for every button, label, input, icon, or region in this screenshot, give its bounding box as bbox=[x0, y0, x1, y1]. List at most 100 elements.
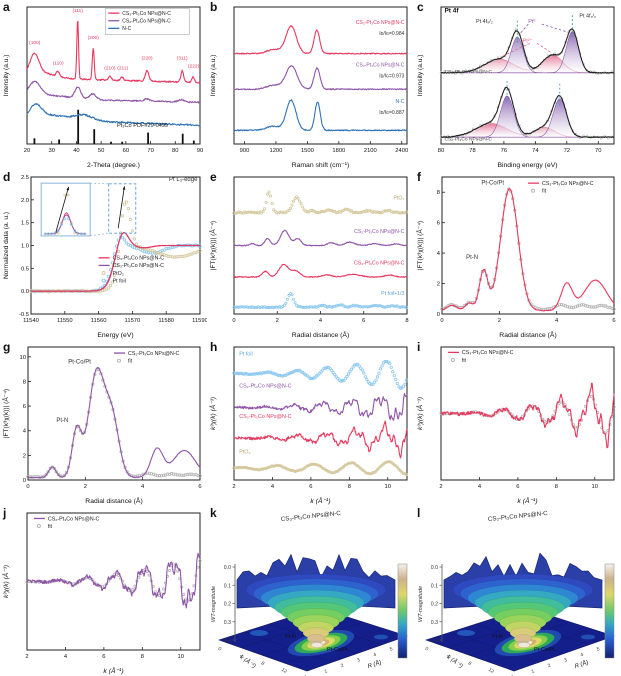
svg-text:11580: 11580 bbox=[158, 318, 174, 324]
svg-text:16: 16 bbox=[509, 674, 517, 676]
svg-text:k (Å⁻¹): k (Å⁻¹) bbox=[310, 496, 330, 505]
svg-text:80: 80 bbox=[438, 148, 444, 154]
svg-text:6: 6 bbox=[198, 484, 201, 490]
svg-text:30: 30 bbox=[48, 148, 54, 154]
panel-i: i 2 4 6 8 10 k (Å⁻¹) k³χ(k) (Å⁻³) CS₃-Pt₃Co NPs@… bbox=[414, 340, 621, 506]
panel-c: c 80 78 76 74 72 70 Binding energy (eV) Intensit… bbox=[414, 0, 621, 170]
svg-text:40: 40 bbox=[73, 148, 79, 154]
svg-text:CS₃-Pt₃Co NPs@N-C: CS₃-Pt₃Co NPs@N-C bbox=[113, 256, 165, 262]
panel-d-letter: d bbox=[3, 170, 11, 184]
svg-text:CS₂-Pt₃Co NPs@N-C: CS₂-Pt₃Co NPs@N-C bbox=[444, 137, 492, 143]
svg-text:4: 4 bbox=[141, 484, 145, 490]
svg-text:k (Å⁻¹): k (Å⁻¹) bbox=[517, 496, 537, 505]
panel-h: h 2 4 6 8 10 k (Å⁻¹) k³χ(k) (Å⁻³) Pt foil CS₂-Pt₃… bbox=[207, 340, 414, 506]
svg-text:Iᴅ/Iɢ=0.887: Iᴅ/Iɢ=0.887 bbox=[379, 110, 404, 116]
panel-e-plot: 0 2 4 6 8 Radial distance (Å) |FT(k³χ(k))| (Å⁻… bbox=[208, 176, 409, 339]
svg-text:5: 5 bbox=[596, 646, 601, 653]
svg-text:0.3: 0.3 bbox=[224, 620, 231, 626]
svg-text:(210): (210) bbox=[104, 65, 116, 71]
svg-text:4: 4 bbox=[580, 652, 585, 659]
svg-text:8: 8 bbox=[348, 484, 351, 490]
panel-i-letter: i bbox=[417, 340, 421, 354]
svg-text:0.4: 0.4 bbox=[224, 638, 231, 644]
svg-text:70: 70 bbox=[595, 148, 601, 154]
svg-text:12: 12 bbox=[280, 667, 288, 675]
svg-text:Pt L₃-edge: Pt L₃-edge bbox=[169, 177, 198, 183]
svg-text:CS₃-Pt₃Co NPs@N-C: CS₃-Pt₃Co NPs@N-C bbox=[239, 414, 291, 420]
svg-text:1: 1 bbox=[324, 668, 329, 675]
svg-text:Radial distance (Å): Radial distance (Å) bbox=[499, 330, 556, 339]
svg-text:CS₂-Pt₃Co NPs@N-C: CS₂-Pt₃Co NPs@N-C bbox=[48, 516, 100, 522]
svg-text:(111): (111) bbox=[72, 8, 83, 14]
panel-d: d 11540 11550 11560 11570 11580 11590 -0.5 0.0 0.… bbox=[0, 170, 207, 340]
svg-text:1.0: 1.0 bbox=[21, 244, 29, 250]
svg-text:2: 2 bbox=[498, 318, 501, 324]
svg-text:Normalized data (a. u.): Normalized data (a. u.) bbox=[3, 212, 10, 279]
svg-text:4: 4 bbox=[373, 652, 378, 659]
svg-text:(222): (222) bbox=[188, 63, 200, 69]
panel-c-letter: c bbox=[417, 0, 424, 14]
svg-text:10: 10 bbox=[385, 484, 391, 490]
svg-text:60: 60 bbox=[123, 148, 129, 154]
svg-text:1500: 1500 bbox=[301, 148, 314, 154]
svg-text:Pt 4f: Pt 4f bbox=[444, 7, 459, 14]
panel-g-letter: g bbox=[3, 340, 11, 354]
svg-text:PtO₂: PtO₂ bbox=[393, 196, 404, 202]
panel-f-plot: 0 2 4 6 0 2 4 6 8 Radial distance (Å) |FT(k³χ(k))|… bbox=[415, 176, 616, 339]
svg-text:fit: fit bbox=[462, 358, 467, 364]
svg-text:(110): (110) bbox=[53, 61, 64, 67]
svg-text:CS₂-Pt₃Co NPs@N-C: CS₂-Pt₃Co NPs@N-C bbox=[488, 510, 549, 523]
panel-f: f 0 2 4 6 0 2 4 6 8 Radial distance (Å) |FT(k³χ(k))… bbox=[414, 170, 621, 340]
svg-text:2: 2 bbox=[276, 318, 279, 324]
svg-text:2: 2 bbox=[23, 453, 26, 459]
svg-text:1800: 1800 bbox=[332, 148, 345, 154]
svg-text:4: 4 bbox=[271, 484, 275, 490]
svg-text:PtO₂: PtO₂ bbox=[113, 271, 124, 277]
panel-b-plot: 900 1200 1500 1800 2100 2400 Raman shift (cm⁻¹… bbox=[210, 6, 408, 169]
svg-text:Raman shift (cm⁻¹): Raman shift (cm⁻¹) bbox=[292, 162, 350, 169]
svg-text:10: 10 bbox=[592, 484, 598, 490]
svg-text:3: 3 bbox=[356, 657, 361, 664]
svg-text:20: 20 bbox=[24, 148, 30, 154]
svg-text:2100: 2100 bbox=[364, 148, 377, 154]
svg-text:8: 8 bbox=[555, 484, 558, 490]
svg-text:0: 0 bbox=[232, 318, 235, 324]
svg-text:CS₂-Pt₃Co NPs@N-C: CS₂-Pt₃Co NPs@N-C bbox=[239, 384, 291, 390]
svg-text:CS₃-Pt₃Co NPs@N-C: CS₃-Pt₃Co NPs@N-C bbox=[354, 261, 405, 267]
panel-f-letter: f bbox=[417, 170, 421, 184]
panel-e-letter: e bbox=[210, 170, 217, 184]
panel-l-plot: 0.00.10.20.30.4WT-magnitude0481216k (Å⁻¹… bbox=[418, 510, 615, 676]
panel-d-plot: 11540 11550 11560 11570 11580 11590 -0.5 0.0 0.5… bbox=[3, 175, 207, 339]
svg-text:WT-magnitude: WT-magnitude bbox=[211, 586, 217, 622]
svg-text:CS₃-Pt₃Co NPs@N-C: CS₃-Pt₃Co NPs@N-C bbox=[356, 20, 405, 26]
svg-text:Binding energy (eV): Binding energy (eV) bbox=[497, 162, 557, 169]
svg-text:WT-magnitude: WT-magnitude bbox=[418, 586, 424, 622]
svg-text:2.5: 2.5 bbox=[21, 175, 29, 181]
svg-text:3: 3 bbox=[563, 657, 568, 664]
svg-text:10: 10 bbox=[178, 654, 184, 660]
svg-text:0: 0 bbox=[440, 318, 443, 324]
svg-text:Pt foil+1/3: Pt foil+1/3 bbox=[381, 291, 404, 297]
svg-text:Intensity (a.u.): Intensity (a.u.) bbox=[417, 55, 424, 97]
svg-text:11540: 11540 bbox=[23, 318, 39, 324]
svg-text:CS₂-Pt₃Co NPs@N-C: CS₂-Pt₃Co NPs@N-C bbox=[122, 19, 171, 25]
svg-text:CS₂-Pt₃Co NPs@N-C: CS₂-Pt₃Co NPs@N-C bbox=[354, 229, 405, 235]
panel-g-plot: 0 2 4 6 0 2 4 6 8 10 Radial distance (Å) |FT(k³χ(k)… bbox=[1, 346, 202, 505]
panel-b: b 900 1200 1500 1800 2100 2400 Raman shift (cm⁻… bbox=[207, 0, 414, 170]
svg-text:2: 2 bbox=[25, 654, 28, 660]
panel-i-plot: 2 4 6 8 10 k (Å⁻¹) k³χ(k) (Å⁻³) CS₃-Pt₃Co NPs@N… bbox=[415, 346, 616, 505]
panel-j-plot: 2 4 6 8 10 k (Å⁻¹) k³χ(k) (Å⁻³) CS₂-Pt₃Co NPs@N… bbox=[1, 512, 202, 675]
svg-text:90: 90 bbox=[197, 148, 203, 154]
svg-text:Pt foil: Pt foil bbox=[113, 278, 126, 284]
svg-text:Pt-N: Pt-N bbox=[285, 634, 296, 640]
svg-text:11560: 11560 bbox=[91, 318, 107, 324]
svg-text:0.4: 0.4 bbox=[431, 638, 438, 644]
svg-text:2: 2 bbox=[84, 484, 87, 490]
svg-text:|FT(k³χ(k))| (Å⁻⁴): |FT(k³χ(k))| (Å⁻⁴) bbox=[208, 221, 217, 270]
svg-text:50: 50 bbox=[98, 148, 104, 154]
svg-text:Pt²⁺: Pt²⁺ bbox=[523, 39, 533, 45]
svg-text:6: 6 bbox=[362, 318, 365, 324]
svg-text:0: 0 bbox=[437, 312, 440, 318]
svg-text:0.5: 0.5 bbox=[21, 266, 29, 272]
svg-text:8: 8 bbox=[260, 660, 266, 667]
